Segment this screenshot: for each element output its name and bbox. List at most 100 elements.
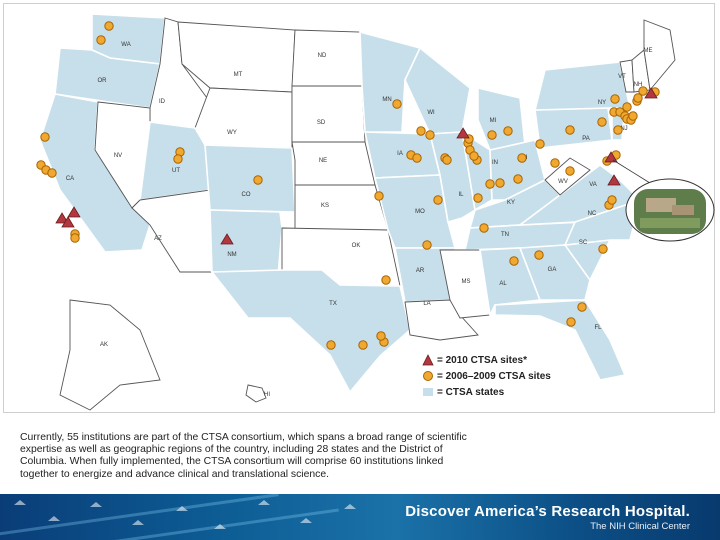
state-label-mt: MT <box>234 72 243 78</box>
state-sd <box>291 85 366 143</box>
state-label-sd: SD <box>317 120 326 126</box>
site-marker-2006-2009 <box>509 256 519 266</box>
state-label-ar: AR <box>416 268 425 274</box>
site-marker-2006-2009 <box>469 151 479 161</box>
site-marker-2006-2009 <box>495 178 505 188</box>
site-marker-2006-2009 <box>40 132 50 142</box>
state-ms <box>439 249 491 319</box>
state-label-nh: NH <box>634 82 643 88</box>
state-label-in: IN <box>492 160 498 166</box>
site-marker-2006-2009 <box>70 233 80 243</box>
site-marker-2006-2009 <box>485 179 495 189</box>
circle-icon <box>423 371 433 381</box>
site-marker-2006-2009 <box>425 130 435 140</box>
legend-row-states: = CTSA states <box>422 384 582 400</box>
triangle-icon <box>422 354 434 366</box>
callout-leader-line <box>612 159 651 184</box>
site-markers <box>36 21 660 350</box>
site-marker-2010 <box>55 212 69 224</box>
state-labels: WA OR CA ID NV MT WY UT AZ CO NM ND SD NE KS OK TX MN IA MO… <box>66 42 653 398</box>
state-label-az: AZ <box>154 236 162 242</box>
state-label-tx: TX <box>329 301 337 307</box>
state-label-ny: NY <box>598 100 606 106</box>
site-marker-2010 <box>67 206 81 218</box>
site-marker-2006-2009 <box>550 158 560 168</box>
site-marker-2006-2009 <box>433 195 443 205</box>
state-fl <box>494 299 627 381</box>
site-marker-2006-2009 <box>503 126 513 136</box>
state-label-il: IL <box>458 192 464 198</box>
site-marker-2006-2009 <box>412 153 422 163</box>
state-label-ak: AK <box>100 342 108 348</box>
site-marker-2006-2009 <box>628 111 638 121</box>
legend-label-states: = CTSA states <box>437 386 505 398</box>
state-label-sc: SC <box>579 240 588 246</box>
site-marker-2006-2009 <box>376 331 386 341</box>
site-marker-2010 <box>220 233 234 245</box>
state-label-tn: TN <box>501 232 509 238</box>
state-label-ca: CA <box>66 176 74 182</box>
site-marker-2006-2009 <box>577 302 587 312</box>
square-icon <box>423 388 433 396</box>
site-marker-2006-2009 <box>381 275 391 285</box>
state-label-id: ID <box>159 99 166 105</box>
state-label-ia: IA <box>397 151 403 157</box>
site-marker-2006-2009 <box>173 154 183 164</box>
state-label-ms: MS <box>462 279 471 285</box>
site-marker-2006-2009 <box>473 193 483 203</box>
map-caption: Currently, 55 institutions are part of t… <box>20 432 467 480</box>
state-label-nm: NM <box>227 252 236 258</box>
site-marker-2006-2009 <box>392 99 402 109</box>
legend-row-2006-2009: = 2006–2009 CTSA sites <box>422 368 582 384</box>
state-label-me: ME <box>644 48 653 54</box>
state-hi <box>245 384 267 403</box>
state-al <box>479 247 542 318</box>
site-marker-2006-2009 <box>416 126 426 136</box>
state-label-ut: UT <box>172 168 180 174</box>
site-marker-2006-2009 <box>597 117 607 127</box>
state-me <box>643 19 676 92</box>
state-label-ga: GA <box>548 267 557 273</box>
state-label-wv: WV <box>558 179 568 185</box>
legend-label-2010: = 2010 CTSA sites* <box>437 354 527 366</box>
state-ks <box>294 184 389 231</box>
site-marker-2006-2009 <box>534 250 544 260</box>
state-label-or: OR <box>98 78 108 84</box>
legend-row-2010: = 2010 CTSA sites* <box>422 352 582 368</box>
state-label-mn: MN <box>382 97 391 103</box>
site-marker-2006-2009 <box>517 153 527 163</box>
state-co <box>204 144 296 213</box>
state-mi <box>477 86 526 151</box>
site-marker-2010 <box>61 216 75 228</box>
site-marker-2006-2009 <box>565 166 575 176</box>
site-marker-2010 <box>607 174 621 186</box>
state-label-wa: WA <box>121 42 130 48</box>
state-label-mi: MI <box>490 118 497 124</box>
state-tx <box>210 269 411 394</box>
state-nm <box>209 209 283 277</box>
site-marker-2010 <box>604 151 618 163</box>
hospital-callout <box>612 159 715 242</box>
state-label-nj: NJ <box>620 126 627 132</box>
footer-banner: Discover America’s Research Hospital. Th… <box>0 494 720 540</box>
site-marker-2006-2009 <box>513 174 523 184</box>
site-marker-2006-2009 <box>442 155 452 165</box>
state-label-wy: WY <box>227 130 237 136</box>
site-marker-2006-2009 <box>607 195 617 205</box>
site-marker-2010 <box>644 87 658 99</box>
site-marker-2006-2009 <box>566 317 576 327</box>
state-label-co: CO <box>242 192 251 198</box>
site-marker-2006-2009 <box>638 86 648 96</box>
site-marker-2006-2009 <box>633 93 643 103</box>
site-marker-2006-2009 <box>610 94 620 104</box>
state-wi <box>404 46 471 135</box>
site-marker-2006-2009 <box>326 340 336 350</box>
state-label-pa: PA <box>582 136 590 142</box>
ctsa-map: WA OR CA ID NV MT WY UT AZ CO NM ND SD NE KS OK TX MN IA MO… <box>36 13 715 411</box>
state-label-nv: NV <box>114 153 122 159</box>
site-marker-2006-2009 <box>253 175 263 185</box>
state-nd <box>291 29 363 87</box>
state-label-la: LA <box>423 301 430 307</box>
site-marker-2006-2009 <box>565 125 575 135</box>
site-marker-2006-2009 <box>598 244 608 254</box>
